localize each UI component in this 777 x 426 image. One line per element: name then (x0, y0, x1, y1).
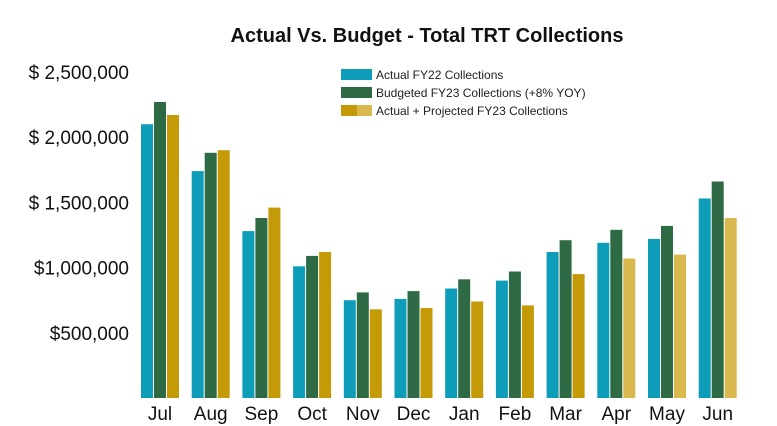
legend: Actual FY22 Collections Budgeted FY23 Co… (341, 68, 586, 118)
legend-label-projected-fy23: Actual + Projected FY23 Collections (376, 104, 568, 118)
bar-jun-series-3 (724, 218, 737, 398)
bar-jul-series-3 (167, 115, 179, 398)
bar-sep-series-1 (242, 231, 255, 398)
x-tick-label: Jan (449, 404, 480, 425)
chart-title: Actual Vs. Budget - Total TRT Collection… (231, 25, 624, 47)
bar-jul-series-2 (154, 102, 166, 398)
bar-jan-series-2 (458, 279, 471, 398)
x-tick-label: Feb (499, 404, 532, 425)
x-tick-label: Mar (549, 404, 582, 425)
bars (141, 102, 737, 398)
bar-aug-series-2 (204, 152, 217, 398)
x-tick-label: Oct (297, 404, 327, 425)
bar-jan-series-1 (445, 288, 458, 398)
bar-sep-series-2 (255, 218, 268, 398)
y-tick-label: $500,000 (50, 324, 129, 345)
legend-label-actual-fy22: Actual FY22 Collections (376, 68, 503, 82)
legend-label-budgeted-fy23: Budgeted FY23 Collections (+8% YOY) (376, 86, 586, 100)
bar-dec-series-2 (407, 291, 420, 398)
bar-aug-series-1 (191, 171, 204, 398)
x-tick-label: Aug (194, 404, 228, 425)
bar-mar-series-3 (572, 274, 585, 398)
bar-may-series-3 (674, 254, 686, 398)
bar-nov-series-2 (356, 292, 369, 398)
x-tick-label: May (649, 404, 685, 425)
legend-item-actual-fy22: Actual FY22 Collections (341, 68, 503, 82)
bar-dec-series-3 (420, 308, 433, 398)
x-tick-label: Jul (148, 404, 172, 425)
y-tick-label: $ 2,500,000 (29, 63, 129, 84)
bar-may-series-1 (648, 238, 660, 398)
bar-jun-series-1 (698, 198, 711, 398)
bar-oct-series-2 (306, 255, 319, 398)
bar-jul-series-1 (141, 124, 153, 398)
x-tick-label: Nov (346, 404, 380, 425)
legend-item-budgeted-fy23: Budgeted FY23 Collections (+8% YOY) (341, 86, 586, 100)
x-tick-label: Apr (602, 404, 632, 425)
bar-jun-series-2 (711, 181, 724, 398)
y-axis: $500,000 $1,000,000 $ 1,500,000 $ 2,000,000… (29, 63, 129, 345)
bar-mar-series-2 (559, 240, 572, 398)
legend-swatch-projected-fy23 (357, 105, 372, 116)
x-tick-label: Dec (397, 404, 431, 425)
bar-feb-series-3 (521, 305, 534, 398)
x-tick-label: Jun (702, 404, 733, 425)
bar-apr-series-2 (610, 229, 623, 398)
bar-apr-series-1 (597, 242, 610, 398)
bar-sep-series-3 (268, 207, 281, 398)
y-tick-label: $ 1,500,000 (29, 193, 129, 214)
bar-nov-series-1 (343, 300, 356, 398)
bar-feb-series-2 (508, 271, 521, 398)
legend-item-projected-fy23: Actual + Projected FY23 Collections (341, 104, 568, 118)
x-axis: Jul Aug Sep Oct Nov Dec Jan Feb Mar Apr May Jun (148, 404, 733, 425)
bar-jan-series-3 (471, 301, 484, 398)
bar-may-series-2 (661, 225, 673, 398)
bar-dec-series-1 (394, 298, 407, 398)
bar-oct-series-3 (319, 252, 332, 398)
legend-swatch-budgeted-fy23 (341, 87, 372, 98)
legend-swatch-actual-fy23 (341, 105, 357, 116)
x-tick-label: Sep (244, 404, 278, 425)
bar-oct-series-1 (293, 266, 306, 398)
bar-aug-series-3 (217, 150, 230, 398)
y-tick-label: $1,000,000 (34, 259, 129, 280)
bar-feb-series-1 (495, 280, 508, 398)
bar-mar-series-1 (546, 252, 559, 398)
legend-swatch-actual-fy22 (341, 69, 372, 80)
bar-apr-series-3 (623, 258, 636, 398)
bar-nov-series-3 (369, 309, 382, 398)
y-tick-label: $ 2,000,000 (29, 128, 129, 149)
